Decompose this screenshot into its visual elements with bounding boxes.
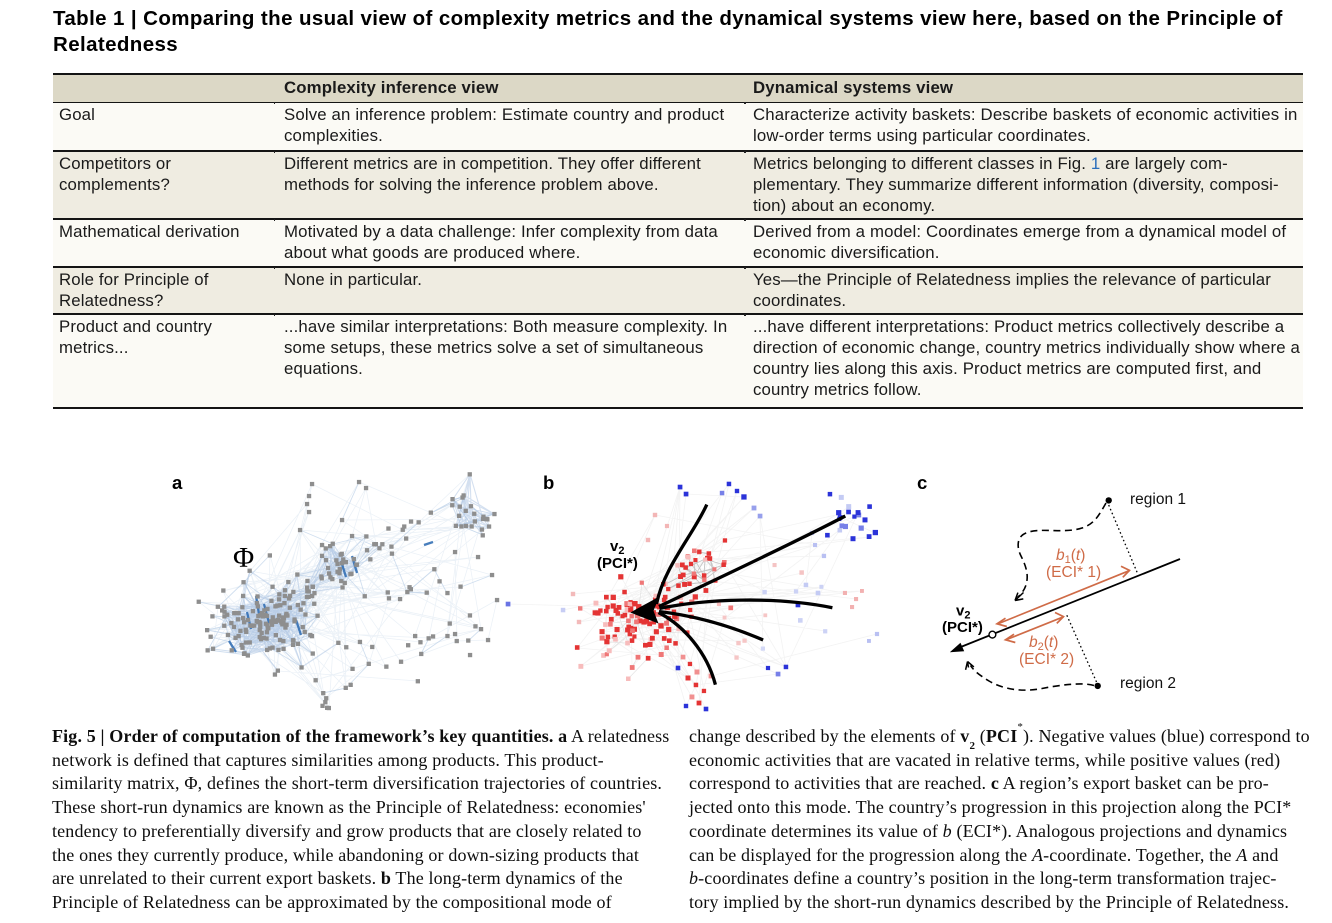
svg-text:(ECI* 1): (ECI* 1) (1046, 564, 1101, 581)
svg-text:Φ: Φ (233, 542, 254, 574)
svg-text:(PCI*): (PCI*) (597, 555, 638, 572)
svg-text:(PCI*): (PCI*) (942, 619, 983, 636)
svg-text:region 2: region 2 (1120, 675, 1176, 692)
svg-text:region 1: region 1 (1130, 491, 1186, 508)
svg-text:b1(t): b1(t) (1056, 547, 1085, 566)
svg-text:b2(t): b2(t) (1029, 634, 1058, 653)
svg-text:(ECI* 2): (ECI* 2) (1019, 651, 1074, 668)
